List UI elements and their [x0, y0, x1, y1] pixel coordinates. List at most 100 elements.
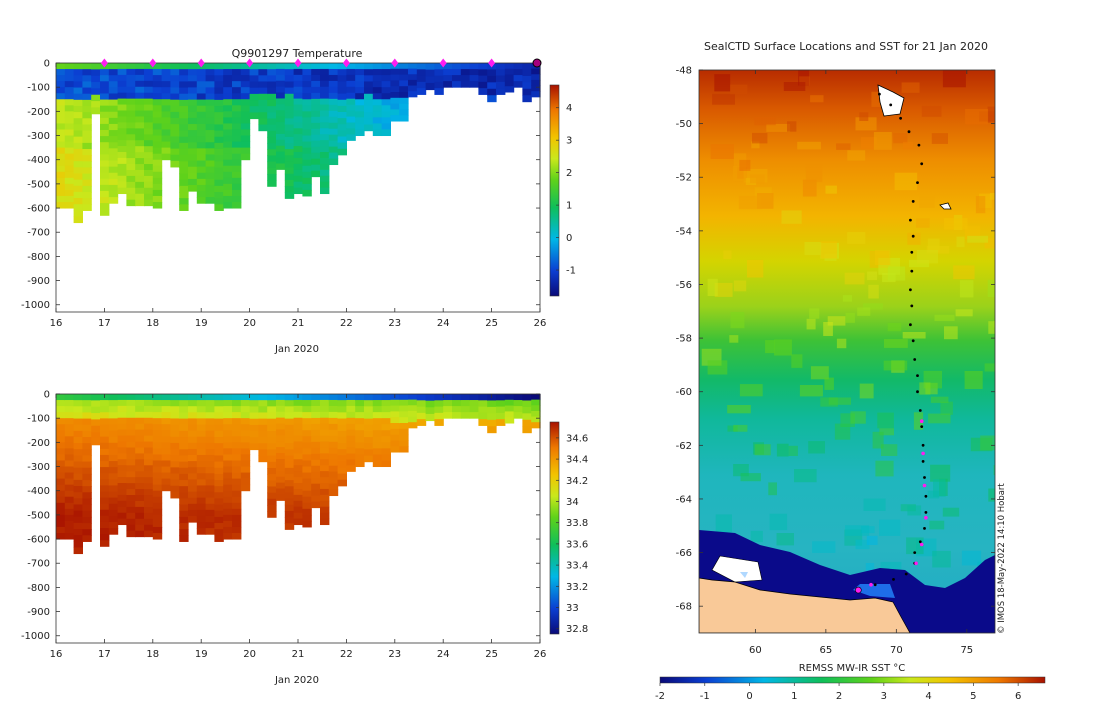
profile-cell: [311, 170, 321, 178]
profile-cell: [179, 430, 189, 438]
profile-cell: [232, 400, 242, 407]
profile-cell: [258, 455, 268, 463]
kerguelen-island: [877, 84, 905, 117]
profile-cell: [284, 461, 295, 469]
profile-cell: [108, 99, 119, 107]
x-tick-label: 20: [243, 649, 256, 660]
profile-cell: [170, 118, 180, 125]
profile-cell: [135, 134, 145, 141]
profile-cell: [355, 129, 365, 137]
profile-cell: [100, 418, 110, 425]
sst-patch: [824, 377, 834, 390]
profile-cell: [232, 508, 242, 516]
profile-column: [443, 63, 453, 88]
profile-cell: [372, 430, 383, 437]
track-point: [910, 269, 914, 273]
profile-cell: [223, 93, 233, 100]
profile-cell: [205, 491, 215, 499]
x-tick-label: 19: [195, 318, 208, 329]
profile-cell: [240, 484, 251, 492]
profile-cell: [478, 400, 488, 408]
profile-cell: [302, 69, 312, 76]
profile-cell: [408, 410, 418, 418]
profile-cell: [249, 394, 259, 401]
profile-cell: [179, 473, 189, 481]
profile-cell: [284, 449, 295, 457]
profile-cell: [320, 92, 330, 100]
profile-cell: [126, 447, 136, 454]
sst-patch: [980, 435, 995, 451]
profile-cell: [205, 473, 215, 480]
profile-cell: [328, 435, 339, 443]
profile-cell: [100, 148, 110, 155]
day-marker: [294, 58, 302, 68]
profile-cell: [108, 509, 119, 517]
colorbar-tick-label: 1: [566, 201, 572, 212]
profile-cell: [399, 68, 409, 76]
profile-cell: [311, 394, 321, 401]
track-point: [924, 511, 928, 514]
profile-cell: [390, 103, 400, 110]
profile-cell: [328, 394, 339, 401]
profile-cell: [196, 105, 207, 113]
profile-cell: [135, 459, 145, 466]
sst-patch: [723, 250, 732, 259]
profile-cell: [284, 400, 295, 407]
profile-cell: [276, 86, 286, 94]
profile-cell: [408, 91, 418, 98]
profile-column: [161, 63, 171, 161]
day-marker: [149, 58, 157, 68]
profile-cell: [152, 448, 163, 455]
profile-cell: [205, 436, 215, 444]
y-tick-label: -500: [27, 510, 50, 521]
profile-cell: [293, 441, 303, 448]
profile-cell: [73, 418, 83, 426]
profile-cell: [214, 130, 224, 138]
profile-column: [399, 63, 409, 122]
profile-cell: [276, 110, 286, 117]
profile-cell: [214, 523, 224, 530]
profile-cell: [108, 154, 119, 162]
profile-cell: [108, 111, 119, 119]
profile-cell: [258, 118, 268, 126]
sst-patch: [765, 340, 775, 354]
profile-cell: [126, 110, 136, 117]
profile-cell: [284, 424, 295, 432]
profile-cell: [170, 93, 180, 101]
profile-cell: [144, 495, 154, 502]
profile-cell: [161, 394, 171, 401]
profile-cell: [452, 75, 462, 82]
profile-cell: [311, 74, 321, 82]
profile-cell: [390, 109, 400, 116]
profile-cell: [126, 471, 136, 478]
profile-cell: [381, 436, 391, 443]
profile-cell: [328, 122, 339, 130]
profile-cell: [188, 185, 198, 192]
profile-cell: [311, 158, 321, 166]
profile-cell: [82, 492, 92, 499]
profile-cell: [311, 501, 321, 509]
profile-cell: [205, 166, 215, 174]
profile-cell: [100, 81, 110, 88]
profile-cell: [487, 82, 497, 90]
profile-cell: [293, 518, 303, 526]
profile-cell: [73, 394, 83, 401]
profile-column: [320, 63, 330, 195]
profile-cell: [469, 394, 479, 401]
profile-cell: [188, 448, 198, 456]
profile-cell: [408, 399, 418, 406]
profile-cell: [311, 110, 321, 118]
profile-column: [223, 63, 233, 209]
profile-cell: [126, 128, 136, 135]
profile-cell: [126, 417, 136, 425]
sst-patch: [812, 541, 836, 553]
profile-cell: [144, 187, 154, 195]
profile-cell: [82, 412, 92, 420]
profile-cell: [399, 428, 409, 436]
profile-cell: [223, 141, 233, 149]
profile-cell: [293, 128, 303, 135]
profile-cell: [522, 75, 532, 83]
profile-cell: [258, 124, 268, 132]
profile-cell: [205, 522, 215, 529]
profile-cell: [152, 508, 163, 516]
